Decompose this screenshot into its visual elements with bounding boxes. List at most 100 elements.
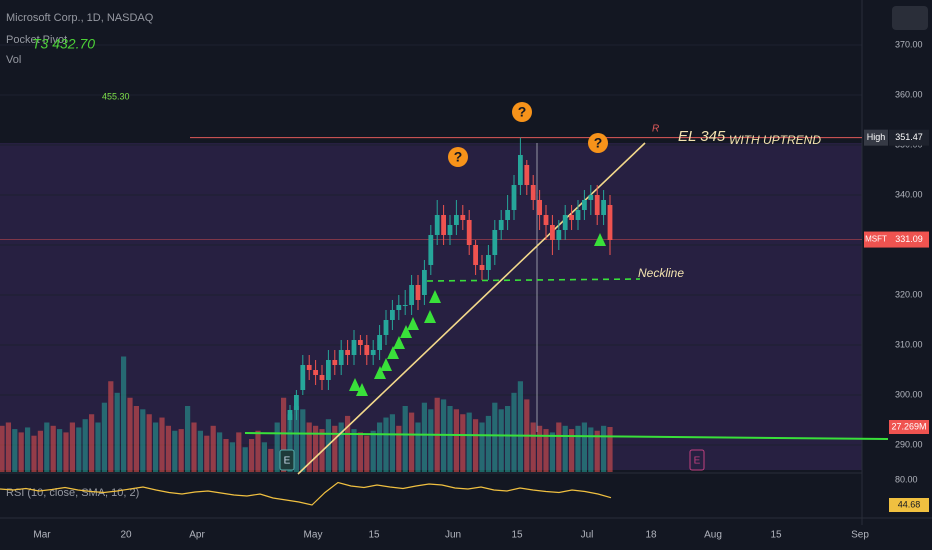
candle-body bbox=[447, 225, 453, 235]
candle-body bbox=[601, 200, 606, 215]
volume-bar bbox=[549, 432, 555, 472]
volume-bar bbox=[127, 397, 133, 472]
volume-bar bbox=[601, 425, 607, 472]
volume-bar bbox=[313, 425, 319, 472]
volume-bar bbox=[505, 406, 511, 472]
volume-bar bbox=[287, 414, 293, 472]
volume-bar bbox=[114, 392, 120, 472]
volume-bar bbox=[101, 402, 107, 472]
volume-bar bbox=[217, 432, 223, 472]
volume-bar bbox=[306, 422, 312, 472]
candle-body bbox=[460, 215, 466, 220]
volume-bar bbox=[543, 429, 549, 472]
time-label: 15 bbox=[770, 530, 782, 541]
volume-bar bbox=[447, 406, 453, 472]
candle-body bbox=[351, 340, 357, 355]
candle-body bbox=[338, 350, 344, 365]
signal-triangle bbox=[393, 336, 405, 349]
rsi-label: RSI (10, close, SMA, 10, 2) bbox=[6, 487, 139, 499]
time-label: 20 bbox=[120, 530, 132, 541]
volume-bar bbox=[31, 435, 37, 472]
volume-bar bbox=[453, 409, 459, 472]
candle-body bbox=[396, 305, 402, 310]
signal-triangle bbox=[424, 310, 436, 323]
volume-bar bbox=[370, 430, 376, 472]
candle-body bbox=[575, 210, 581, 220]
candle-body bbox=[594, 195, 600, 215]
volume-tag: 27.269M bbox=[891, 421, 926, 431]
y-tick-label: 370.00 bbox=[895, 39, 923, 49]
volume-bar bbox=[569, 429, 575, 472]
volume-bar bbox=[383, 417, 389, 472]
time-label: May bbox=[304, 530, 323, 541]
volume-bar bbox=[485, 415, 491, 472]
high-tag-value: 351.47 bbox=[895, 132, 923, 142]
time-label: Aug bbox=[704, 530, 722, 541]
signal-triangle bbox=[429, 290, 441, 303]
event-marker bbox=[689, 449, 705, 471]
volume-bar bbox=[274, 422, 280, 472]
volume-bar bbox=[402, 406, 408, 472]
candle-body bbox=[588, 195, 594, 200]
candle-body bbox=[434, 215, 440, 235]
candle-body bbox=[479, 265, 485, 270]
volume-bar bbox=[511, 392, 517, 472]
menu-button[interactable] bbox=[892, 6, 928, 30]
signal-triangle bbox=[594, 233, 606, 246]
question-mark: ? bbox=[594, 135, 603, 151]
volume-bar bbox=[492, 402, 498, 472]
candle-body bbox=[543, 215, 549, 225]
volume-bar bbox=[76, 427, 82, 472]
volume-bar bbox=[0, 425, 5, 472]
candle-body bbox=[326, 360, 331, 380]
y-tick-label: 310.00 bbox=[895, 339, 923, 349]
volume-bar bbox=[594, 430, 600, 472]
event-label: E bbox=[694, 456, 701, 467]
volume-bar bbox=[479, 422, 485, 472]
volume-bar bbox=[57, 429, 63, 472]
volume-bar bbox=[69, 422, 75, 472]
candle-body bbox=[441, 215, 446, 235]
volume-bar bbox=[389, 414, 395, 472]
signal-triangle bbox=[387, 346, 399, 359]
candle-body bbox=[569, 215, 574, 220]
volume-bar bbox=[12, 429, 18, 472]
volume-bar bbox=[5, 422, 11, 472]
volume-bar bbox=[338, 422, 344, 472]
candle-body bbox=[300, 365, 306, 390]
volume-bar bbox=[191, 422, 197, 472]
volume-bar bbox=[530, 422, 536, 472]
volume-bar bbox=[293, 406, 299, 472]
candle-body bbox=[498, 220, 504, 230]
volume-bar bbox=[517, 381, 523, 472]
volume-bar bbox=[268, 448, 274, 472]
last-tag-bg bbox=[864, 231, 929, 248]
volume-bar bbox=[146, 414, 152, 472]
volume-bar bbox=[562, 425, 568, 472]
volume-bar bbox=[25, 427, 31, 472]
volume-bar bbox=[121, 356, 127, 472]
candle-body bbox=[358, 340, 363, 345]
candle-body bbox=[364, 345, 370, 355]
signal-triangle bbox=[400, 325, 412, 338]
indicator-name: Vol bbox=[6, 54, 21, 66]
y-tick-label: 340.00 bbox=[895, 189, 923, 199]
candle-body bbox=[377, 335, 382, 350]
last-tag-name: MSFT bbox=[865, 235, 887, 244]
volume-bar bbox=[140, 409, 146, 472]
high-tag-name: High bbox=[867, 132, 886, 142]
volume-bar bbox=[537, 425, 543, 472]
volume-bar bbox=[159, 417, 165, 472]
candle-body bbox=[345, 350, 350, 355]
last-tag-value: 331.09 bbox=[895, 234, 923, 244]
volume-bar bbox=[89, 414, 95, 472]
candle-body bbox=[473, 245, 478, 265]
volume-bar bbox=[133, 406, 139, 472]
volume-bar bbox=[460, 414, 466, 472]
signal-triangle bbox=[407, 317, 419, 330]
time-label: 15 bbox=[368, 530, 380, 541]
candle-body bbox=[390, 310, 395, 320]
candle-body bbox=[524, 165, 530, 185]
time-label: Sep bbox=[851, 530, 869, 541]
high-tag-bg bbox=[889, 129, 929, 146]
